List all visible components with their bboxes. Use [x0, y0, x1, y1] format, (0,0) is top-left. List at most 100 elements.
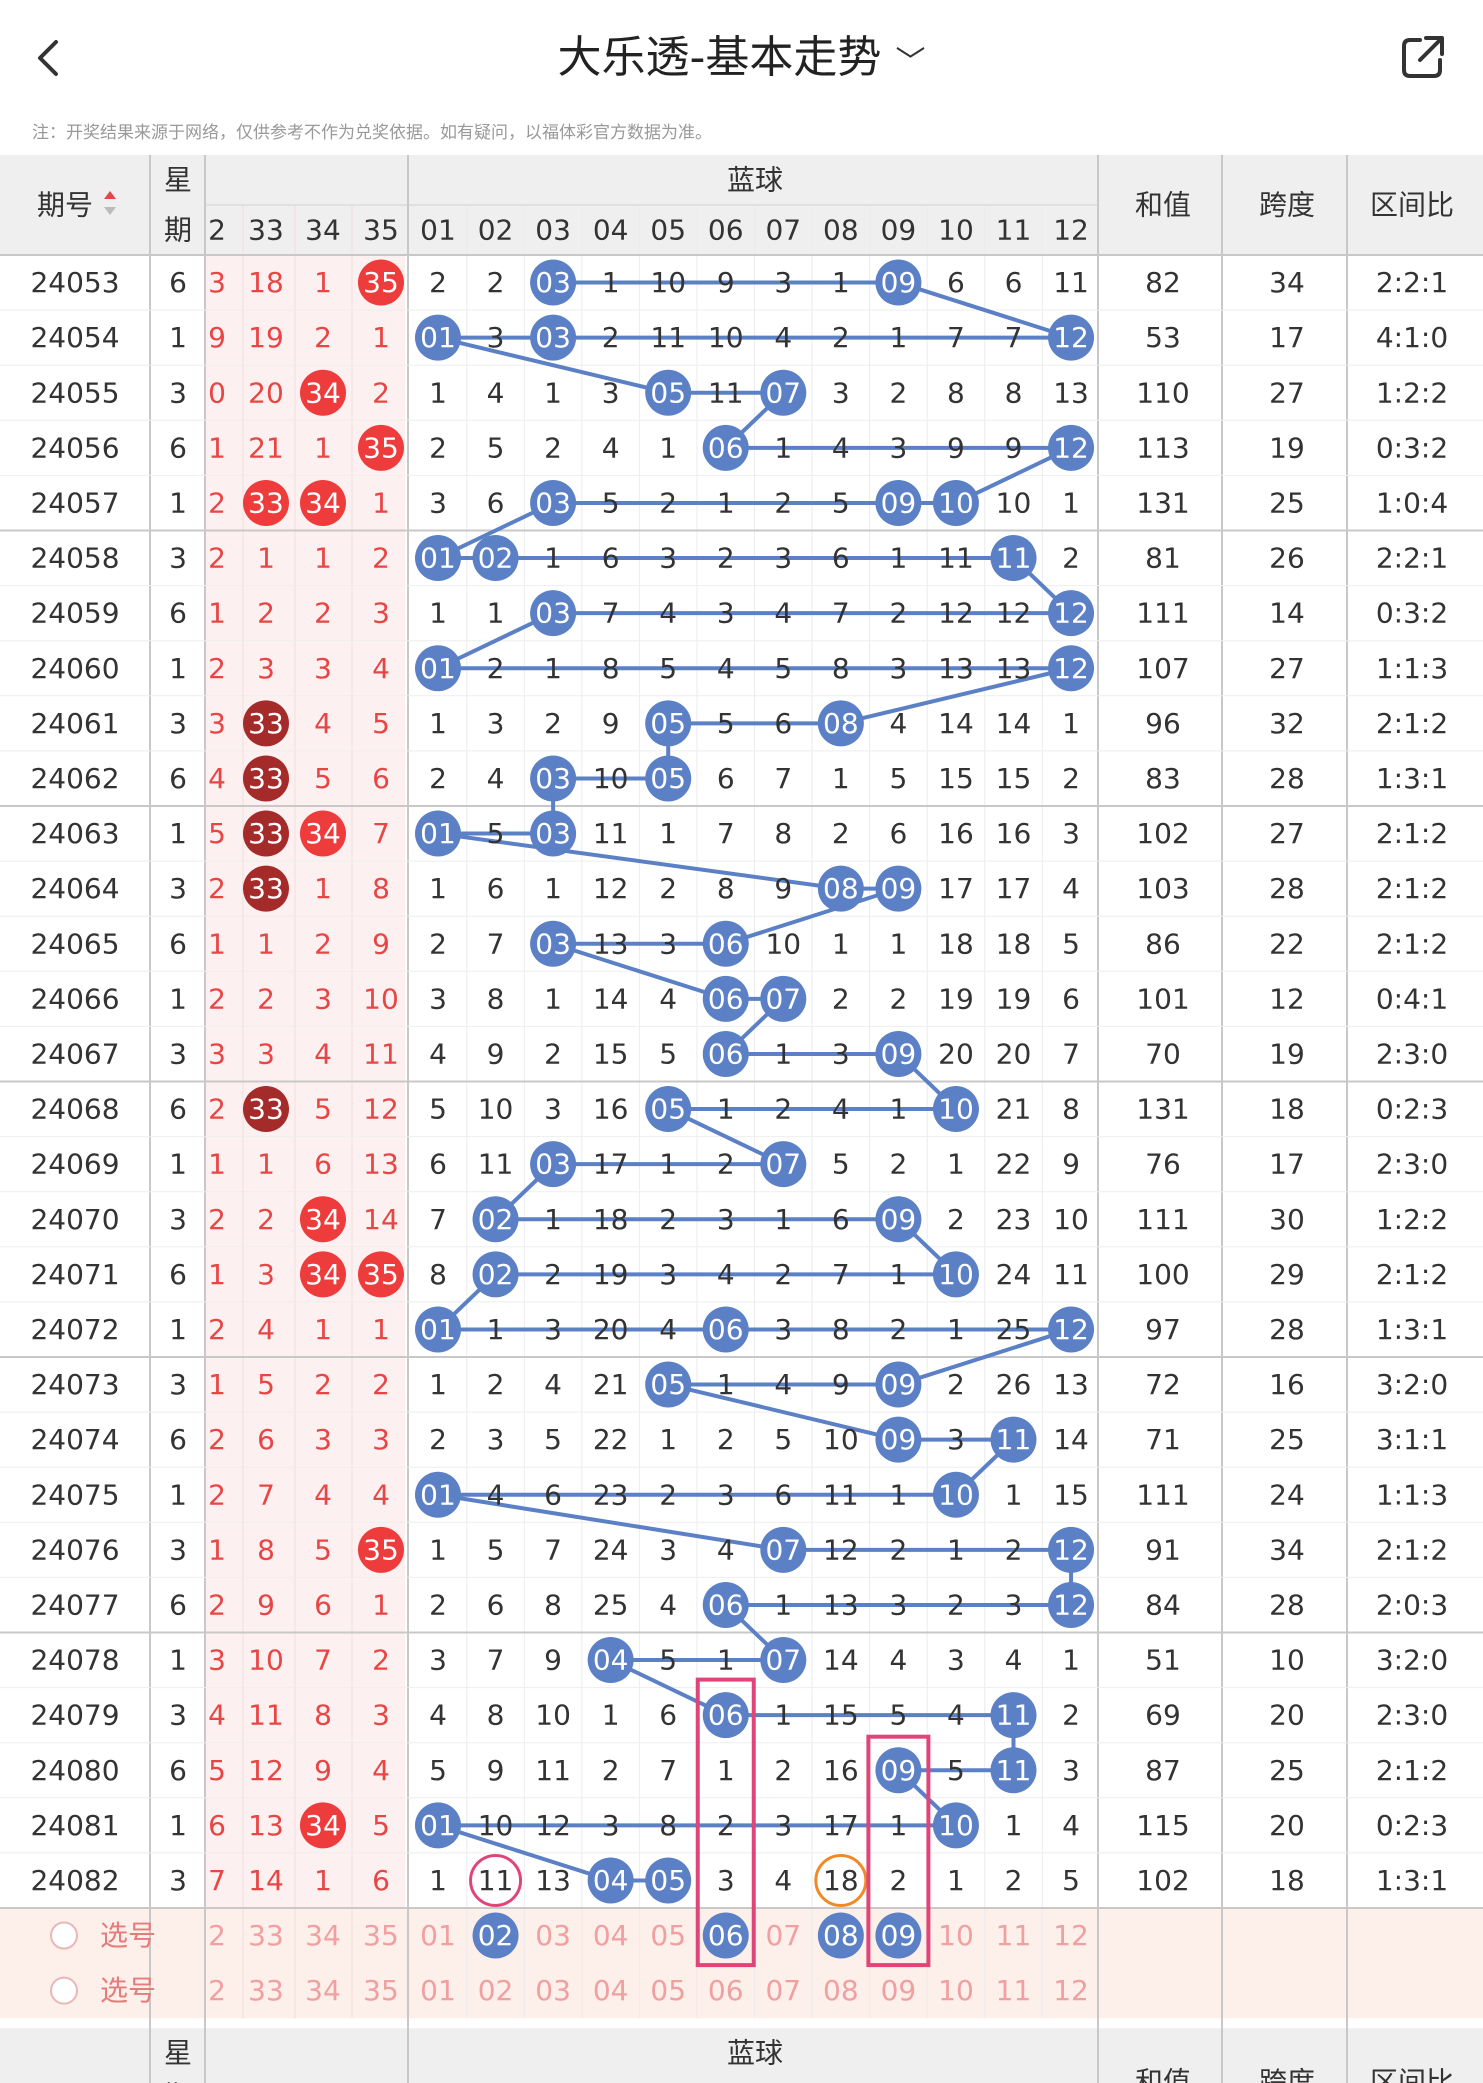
- pick-blue-number[interactable]: 03: [535, 1919, 571, 1952]
- pick-blue-number[interactable]: 05: [650, 1919, 686, 1952]
- red-ball-number: 33: [248, 486, 284, 519]
- blue-omission-value: 2: [717, 1148, 735, 1181]
- blue-omission-value: 3: [487, 1423, 505, 1456]
- blue-omission-value: 3: [947, 1644, 965, 1677]
- blue-ball: [472, 535, 519, 582]
- ratio-value: 2:3:0: [1376, 1037, 1448, 1070]
- blue-omission-value: 1: [544, 376, 562, 409]
- pick-blue-number[interactable]: 04: [593, 1974, 629, 2007]
- pick-selected-number[interactable]: 08: [823, 1919, 859, 1952]
- blue-omission-value: 2: [602, 1754, 620, 1787]
- blue-omission-value: 3: [487, 707, 505, 740]
- blue-omission-value: 5: [774, 1423, 792, 1456]
- pick-blue-number[interactable]: 12: [1053, 1974, 1089, 2007]
- pick-selected-ball[interactable]: [817, 1912, 864, 1959]
- issue-number: 24071: [30, 1258, 119, 1291]
- pick-blue-number[interactable]: 03: [535, 1974, 571, 2007]
- span-value: 28: [1269, 872, 1305, 905]
- pick-blue-number[interactable]: 06: [708, 1974, 744, 2007]
- blue-ball-number: 09: [881, 1423, 917, 1456]
- blue-omission-value: 21: [996, 1093, 1032, 1126]
- blue-omission-value: 8: [544, 1588, 562, 1621]
- front-omission-value: 8: [314, 1699, 332, 1732]
- blue-omission-value: 3: [544, 1313, 562, 1346]
- pick-blue-number[interactable]: 12: [1053, 1919, 1089, 1952]
- blue-ball: [1048, 645, 1095, 692]
- blue-omission-value: 2: [659, 872, 677, 905]
- pick-blue-number[interactable]: 02: [478, 1974, 514, 2007]
- red-ball: [358, 259, 404, 306]
- blue-ball-number: 05: [650, 707, 686, 740]
- blue-omission-value: 1: [774, 1588, 792, 1621]
- blue-omission-value: 6: [832, 1203, 850, 1236]
- pick-selected-number[interactable]: 06: [708, 1919, 744, 1952]
- trend-line-segment: [667, 1382, 899, 1442]
- pick-blue-number[interactable]: 11: [996, 1974, 1032, 2007]
- pick-selected-number[interactable]: 09: [881, 1919, 917, 1952]
- pick-blue-number[interactable]: 07: [765, 1974, 801, 2007]
- pick-front-number[interactable]: 35: [363, 1919, 399, 1952]
- blue-omission-value: 15: [823, 1699, 859, 1732]
- pick-selected-number[interactable]: 02: [478, 1919, 514, 1952]
- pick-front-number[interactable]: 34: [305, 1919, 341, 1952]
- pick-blue-number[interactable]: 09: [881, 1974, 917, 2007]
- pick-front-number[interactable]: 33: [248, 1919, 284, 1952]
- blue-ball: [817, 700, 864, 747]
- chevron-left-icon[interactable]: [30, 30, 70, 86]
- sort-updown-icon[interactable]: [104, 191, 116, 215]
- page-title[interactable]: 大乐透-基本走势 ﹀: [0, 26, 1483, 95]
- weekday: 3: [169, 1533, 187, 1566]
- front-omission-value: 1: [372, 321, 390, 354]
- radio-circle-icon[interactable]: [50, 1921, 78, 1950]
- blue-omission-value: 25: [593, 1588, 629, 1621]
- pick-blue-number[interactable]: 10: [938, 1974, 974, 2007]
- issue-number: 24074: [30, 1423, 119, 1456]
- blue-omission-value: 2: [889, 1313, 907, 1346]
- pick-blue-number[interactable]: 05: [650, 1974, 686, 2007]
- pick-blue-number[interactable]: 10: [938, 1919, 974, 1952]
- blue-omission-value: 1: [889, 1809, 907, 1842]
- front-omission-value: 1: [208, 597, 226, 630]
- blue-omission-value: 10: [478, 1809, 514, 1842]
- blue-ball-number: 06: [708, 1699, 744, 1732]
- blue-ball-number: 12: [1053, 1588, 1089, 1621]
- pick-blue-number[interactable]: 01: [420, 1919, 456, 1952]
- chevron-down-icon[interactable]: ﹀: [895, 45, 926, 80]
- blue-omission-value: 1: [832, 927, 850, 960]
- blue-ball: [415, 810, 461, 857]
- pick-selected-ball[interactable]: [702, 1912, 749, 1959]
- pick-front-number[interactable]: 33: [248, 1974, 284, 2007]
- pick-front-number[interactable]: 2: [208, 1919, 226, 1952]
- blue-omission-value: 9: [1005, 431, 1023, 464]
- sum-value: 102: [1136, 817, 1189, 850]
- pick-blue-number[interactable]: 01: [420, 1974, 456, 2007]
- highlight-box: [866, 1734, 931, 1968]
- front-omission-value: 2: [257, 597, 275, 630]
- pick-label[interactable]: 选号: [100, 1974, 156, 2007]
- sum-value: 51: [1145, 1644, 1181, 1677]
- footer-front-header: 34: [305, 2080, 341, 2083]
- pick-front-number[interactable]: 35: [363, 1974, 399, 2007]
- blue-ball-number: 03: [535, 927, 571, 960]
- blue-omission-value: 13: [996, 652, 1032, 685]
- pick-selected-ball[interactable]: [472, 1912, 519, 1959]
- pick-front-number[interactable]: 2: [208, 1974, 226, 2007]
- pick-blue-number[interactable]: 08: [823, 1974, 859, 2007]
- radio-circle-icon[interactable]: [50, 1976, 78, 2005]
- pick-selected-ball[interactable]: [875, 1912, 922, 1959]
- pick-blue-number[interactable]: 04: [593, 1919, 629, 1952]
- blue-omission-value: 12: [823, 1533, 859, 1566]
- ratio-value: 1:0:4: [1376, 486, 1448, 519]
- pick-blue-number[interactable]: 07: [765, 1919, 801, 1952]
- blue-omission-value: 10: [708, 321, 744, 354]
- top-bar: 大乐透-基本走势 ﹀: [0, 0, 1483, 118]
- front-omission-value: 2: [208, 1313, 226, 1346]
- pick-blue-number[interactable]: 11: [996, 1919, 1032, 1952]
- blue-omission-value: 4: [429, 1037, 447, 1070]
- front-omission-value: 1: [372, 1588, 390, 1621]
- share-external-icon[interactable]: [1400, 34, 1446, 80]
- blue-omission-value: 3: [774, 542, 792, 575]
- footer-issue: -: [70, 2068, 80, 2083]
- pick-front-number[interactable]: 34: [305, 1974, 341, 2007]
- pick-label[interactable]: 选号: [100, 1919, 156, 1952]
